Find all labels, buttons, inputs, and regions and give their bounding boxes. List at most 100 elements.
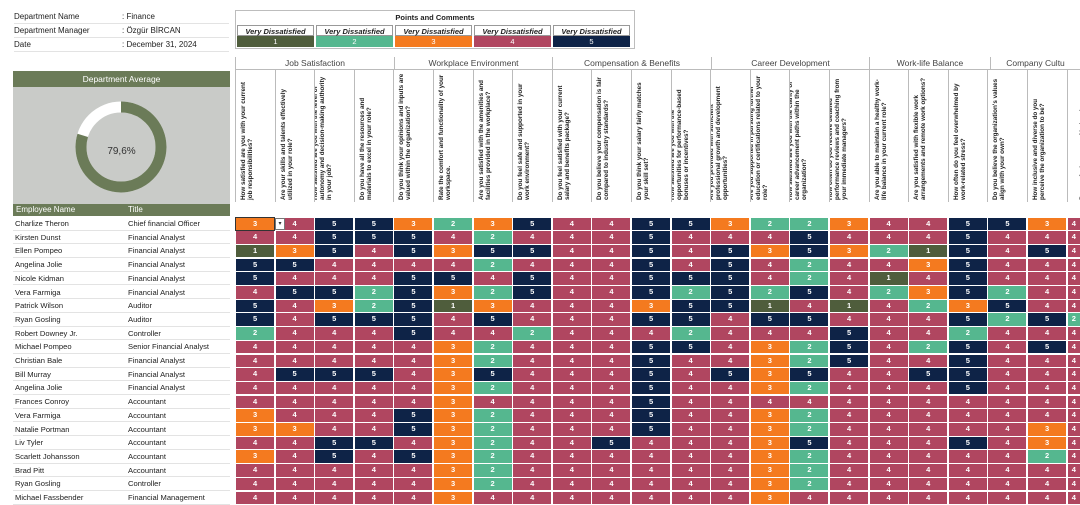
score-cell[interactable]: 4: [988, 340, 1027, 354]
score-cell[interactable]: 4: [988, 381, 1027, 395]
score-cell[interactable]: 4: [275, 395, 314, 409]
score-cell[interactable]: 4: [909, 327, 948, 340]
score-cell[interactable]: 4: [275, 491, 314, 504]
score-cell[interactable]: 4: [632, 477, 671, 491]
score-cell[interactable]: 4: [948, 423, 987, 436]
score-cell[interactable]: 4: [275, 464, 314, 477]
score-cell[interactable]: 4: [394, 477, 433, 491]
score-cell[interactable]: 4: [513, 477, 552, 491]
score-cell[interactable]: 4: [909, 436, 948, 450]
score-cell[interactable]: 3: [750, 491, 789, 504]
score-cell[interactable]: 2: [473, 423, 512, 436]
score-cell[interactable]: 4: [552, 464, 591, 477]
score-cell[interactable]: 4: [830, 423, 869, 436]
score-cell[interactable]: 3: [234, 216, 276, 231]
score-cell[interactable]: 3: [750, 450, 789, 463]
score-cell[interactable]: 4: [1067, 299, 1080, 313]
score-cell[interactable]: 4: [830, 286, 869, 299]
score-cell[interactable]: 4: [869, 491, 908, 504]
score-cell[interactable]: 4: [552, 286, 591, 299]
score-cell[interactable]: 4: [1067, 409, 1080, 422]
score-cell[interactable]: 5: [354, 313, 393, 326]
score-cell[interactable]: 3: [315, 299, 354, 313]
score-cell[interactable]: 4: [315, 327, 354, 340]
score-cell[interactable]: 4: [671, 258, 710, 272]
score-cell[interactable]: 5: [711, 299, 750, 313]
score-cell[interactable]: 4: [830, 477, 869, 491]
score-cell[interactable]: 4: [552, 231, 591, 244]
score-cell[interactable]: 4: [711, 436, 750, 450]
score-cell[interactable]: 5: [632, 354, 671, 367]
score-cell[interactable]: 4: [671, 436, 710, 450]
score-cell[interactable]: 4: [869, 436, 908, 450]
score-cell[interactable]: 3: [632, 299, 671, 313]
score-cell[interactable]: 4: [1067, 436, 1080, 450]
score-cell[interactable]: 4: [275, 436, 314, 450]
score-cell[interactable]: 3: [473, 217, 512, 230]
score-cell[interactable]: 4: [1067, 464, 1080, 477]
score-cell[interactable]: 4: [988, 491, 1027, 504]
score-cell[interactable]: 2: [750, 286, 789, 299]
score-cell[interactable]: 3: [275, 423, 314, 436]
score-cell[interactable]: 5: [394, 409, 433, 422]
score-cell[interactable]: 4: [830, 450, 869, 463]
score-cell[interactable]: 1: [750, 299, 789, 313]
score-cell[interactable]: 4: [909, 272, 948, 285]
score-cell[interactable]: 2: [750, 217, 789, 230]
score-cell[interactable]: 5: [275, 368, 314, 381]
score-cell[interactable]: 5: [236, 272, 275, 285]
score-cell[interactable]: 4: [513, 464, 552, 477]
score-cell[interactable]: 1: [830, 299, 869, 313]
score-cell[interactable]: 4: [592, 409, 631, 422]
score-cell[interactable]: 5: [1028, 244, 1067, 258]
score-cell[interactable]: 3: [1028, 217, 1067, 230]
score-cell[interactable]: 2: [236, 327, 275, 340]
score-cell[interactable]: 4: [592, 464, 631, 477]
score-cell[interactable]: 4: [513, 436, 552, 450]
score-cell[interactable]: 5: [671, 340, 710, 354]
score-cell[interactable]: 4: [236, 381, 275, 395]
score-cell[interactable]: 5: [394, 272, 433, 285]
score-cell[interactable]: 4: [869, 258, 908, 272]
score-cell[interactable]: 4: [275, 477, 314, 491]
score-cell[interactable]: 2: [790, 258, 829, 272]
score-cell[interactable]: 4: [552, 395, 591, 409]
score-cell[interactable]: 5: [275, 286, 314, 299]
score-cell[interactable]: 3: [750, 244, 789, 258]
score-cell[interactable]: 3: [750, 368, 789, 381]
score-cell[interactable]: 4: [948, 491, 987, 504]
score-cell[interactable]: 4: [394, 436, 433, 450]
score-cell[interactable]: 4: [988, 423, 1027, 436]
score-cell[interactable]: 5: [790, 313, 829, 326]
score-cell[interactable]: 4: [909, 354, 948, 367]
score-cell[interactable]: 4: [671, 409, 710, 422]
score-cell[interactable]: 2: [869, 244, 908, 258]
score-cell[interactable]: 4: [513, 409, 552, 422]
score-cell[interactable]: 5: [236, 299, 275, 313]
score-cell[interactable]: 5: [671, 299, 710, 313]
score-cell[interactable]: 3: [434, 464, 473, 477]
score-cell[interactable]: 4: [552, 244, 591, 258]
score-cell[interactable]: 2: [434, 217, 473, 230]
score-cell[interactable]: 3: [750, 381, 789, 395]
score-cell[interactable]: 4: [354, 395, 393, 409]
score-cell[interactable]: 4: [988, 327, 1027, 340]
score-cell[interactable]: 4: [236, 286, 275, 299]
score-cell[interactable]: 4: [632, 464, 671, 477]
score-cell[interactable]: 4: [988, 409, 1027, 422]
score-cell[interactable]: 4: [1028, 464, 1067, 477]
score-cell[interactable]: 4: [275, 340, 314, 354]
score-cell[interactable]: 4: [671, 368, 710, 381]
score-cell[interactable]: 4: [592, 286, 631, 299]
score-cell[interactable]: 4: [552, 450, 591, 463]
score-cell[interactable]: 4: [711, 313, 750, 326]
score-cell[interactable]: 4: [552, 327, 591, 340]
score-cell[interactable]: 5: [632, 231, 671, 244]
score-cell[interactable]: 4: [671, 395, 710, 409]
score-cell[interactable]: 4: [948, 395, 987, 409]
score-cell[interactable]: 4: [275, 381, 314, 395]
score-cell[interactable]: 4: [711, 491, 750, 504]
score-cell[interactable]: 4: [830, 491, 869, 504]
score-cell[interactable]: 4: [394, 368, 433, 381]
score-cell[interactable]: 5: [948, 436, 987, 450]
